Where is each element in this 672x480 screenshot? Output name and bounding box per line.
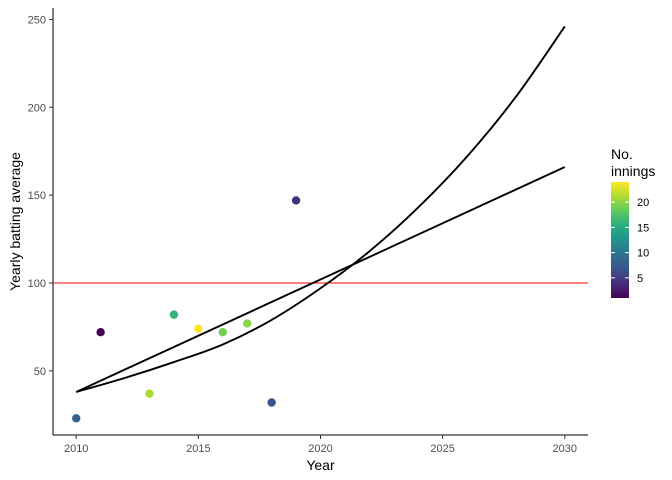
legend: No. innings 5 10 15 20 (611, 146, 655, 298)
data-point (169, 310, 179, 319)
y-tick-label: 100 (28, 278, 46, 290)
data-point (72, 414, 81, 423)
y-tick-label: 150 (28, 190, 46, 202)
legend-tick-label: 20 (637, 197, 649, 209)
trend-line-1 (75, 166, 566, 393)
legend-colorbar (611, 182, 629, 298)
trend-line-2 (75, 25, 566, 393)
data-point (96, 328, 105, 337)
legend-title-line-2: innings (611, 163, 655, 179)
y-axis-title: Yearly batting average (7, 152, 23, 291)
x-axis-title: Year (306, 457, 335, 473)
legend-tick-label: 15 (637, 222, 649, 234)
x-tick-label: 2025 (430, 443, 454, 455)
data-point (194, 324, 203, 333)
data-point (243, 319, 252, 328)
data-point (267, 398, 276, 407)
x-tick-label: 2015 (186, 443, 210, 455)
x-tick-label: 2020 (308, 443, 332, 455)
data-point (145, 389, 154, 398)
legend-tick-label: 10 (637, 248, 649, 260)
y-tick-label: 50 (34, 366, 46, 378)
y-tick-label: 250 (28, 14, 46, 26)
data-point (291, 196, 301, 205)
data-point (218, 328, 227, 337)
y-tick-label: 200 (28, 102, 46, 114)
x-tick-label: 2010 (64, 443, 88, 455)
x-tick-label: 2030 (553, 443, 577, 455)
legend-tick-label: 5 (637, 273, 643, 285)
legend-title-line-1: No. (611, 146, 633, 162)
plot-area: 2010 2015 2020 2025 2030 50 100 150 200 250 (28, 8, 588, 455)
